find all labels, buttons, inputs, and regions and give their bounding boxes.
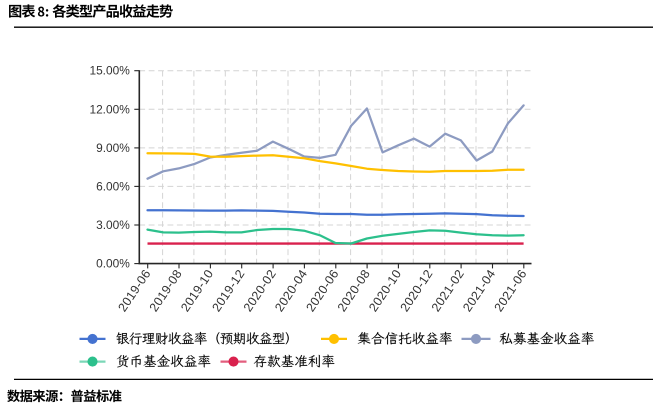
svg-text:9.00%: 9.00%	[96, 141, 130, 155]
svg-text:15.00%: 15.00%	[89, 64, 130, 78]
svg-text:3.00%: 3.00%	[96, 218, 130, 232]
svg-text:0.00%: 0.00%	[96, 257, 130, 271]
svg-text:12.00%: 12.00%	[89, 102, 130, 116]
svg-text:6.00%: 6.00%	[96, 179, 130, 193]
